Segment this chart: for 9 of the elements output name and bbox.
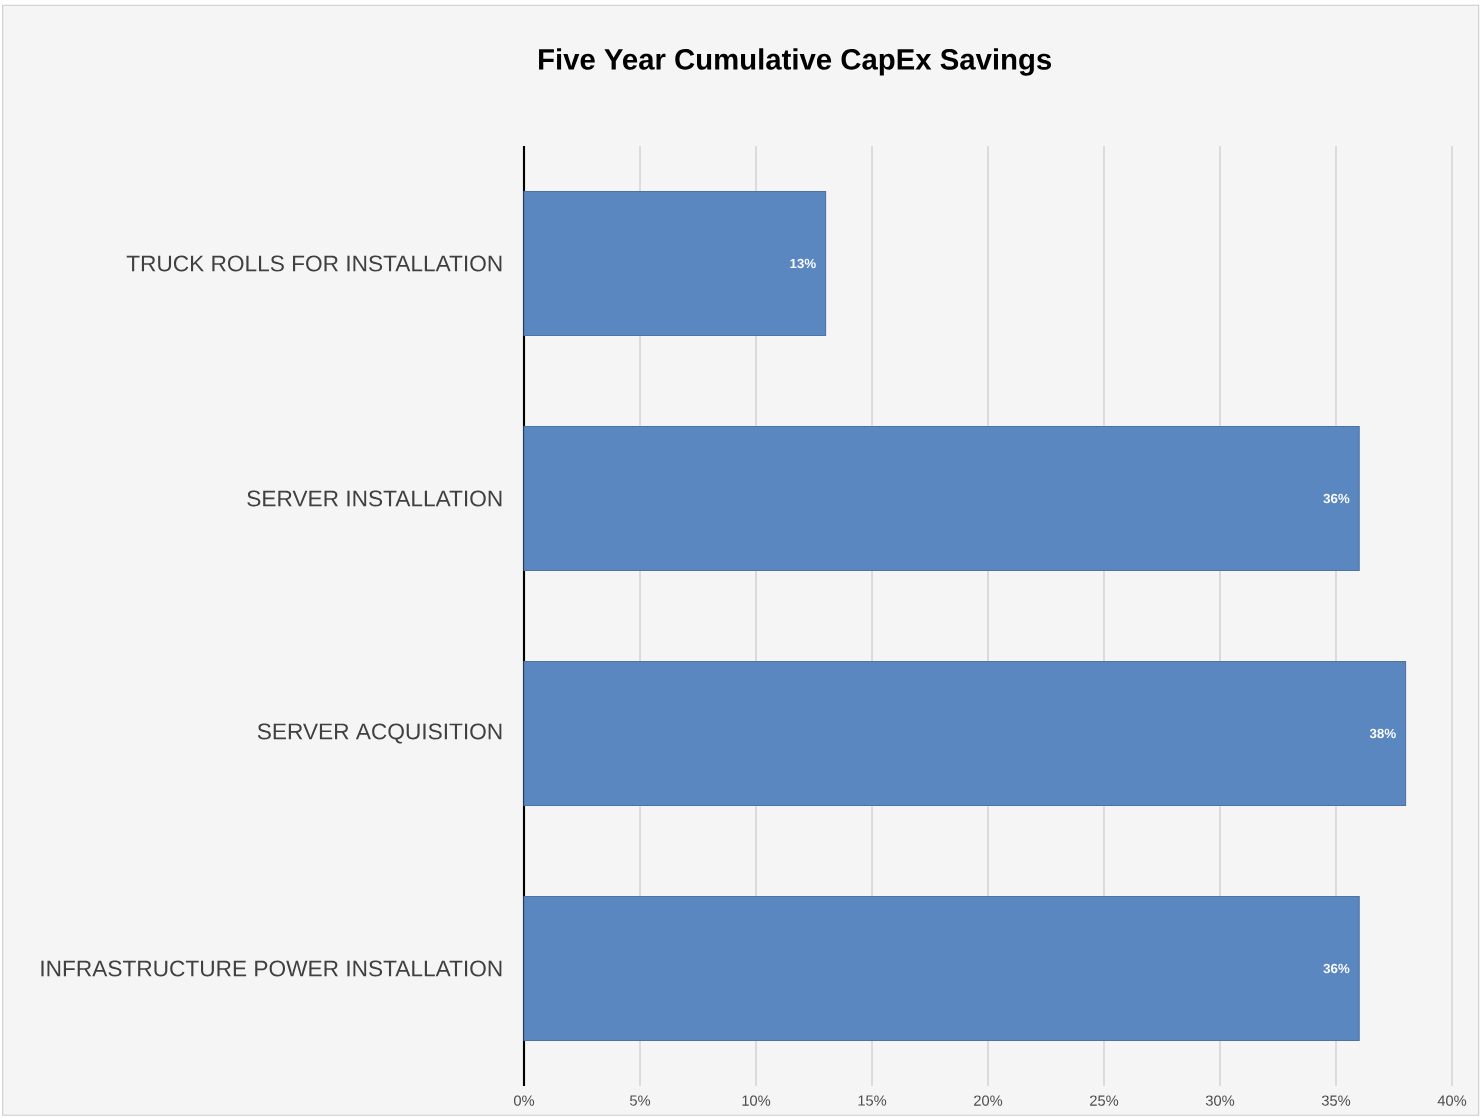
y-tick-label: SERVER INSTALLATION <box>247 490 502 507</box>
y-tick-label: INFRASTRUCTURE POWER INSTALLATION <box>41 960 502 977</box>
bar <box>523 895 1360 1042</box>
bar <box>523 660 1407 807</box>
bar <box>523 190 827 337</box>
bar <box>523 425 1360 572</box>
y-tick-label: SERVER ACQUISITION <box>257 723 502 744</box>
y-tick-label: TRUCK ROLLS FOR INSTALLATION <box>126 255 502 272</box>
chart-title: Five Year Cumulative CapEx Savings <box>539 48 1052 76</box>
